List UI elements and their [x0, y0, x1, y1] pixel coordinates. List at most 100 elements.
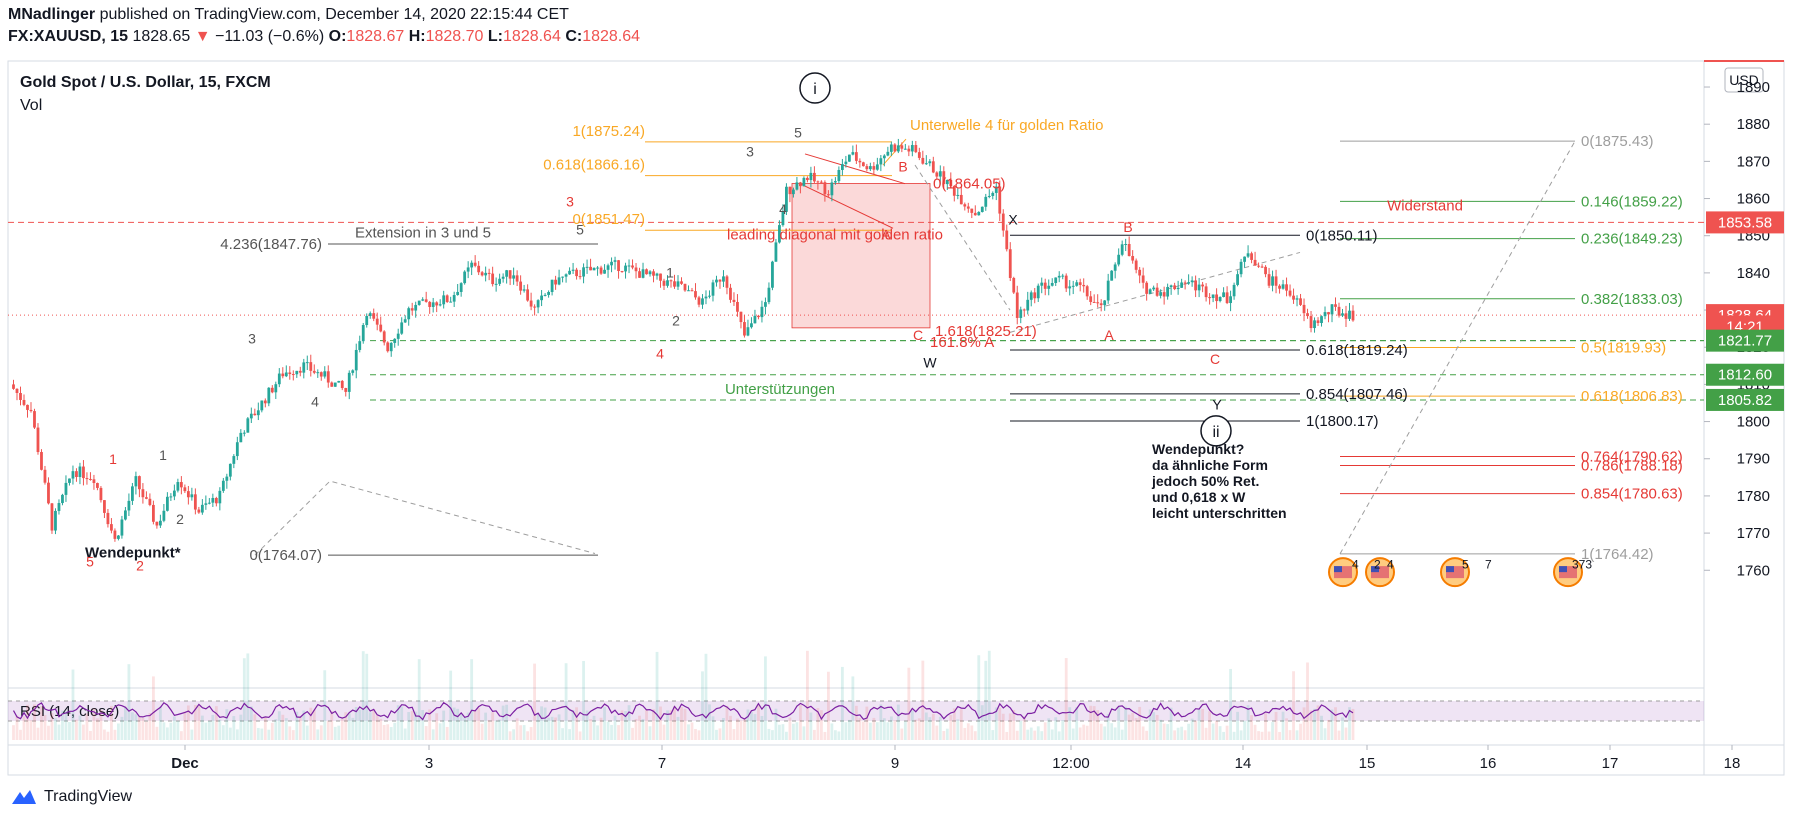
volume-bar: [858, 717, 862, 740]
volume-bar: [193, 704, 197, 740]
candle-body: [120, 519, 124, 536]
volume-bar: [1225, 725, 1229, 740]
wave-count-label: W: [923, 355, 937, 371]
volume-bar: [708, 704, 711, 740]
volume-bar: [652, 709, 655, 740]
extension-note: Extension in 3 und 5: [355, 225, 491, 242]
candle-body: [680, 281, 683, 284]
footer-brand[interactable]: TradingView: [44, 788, 133, 805]
candle-body: [914, 145, 918, 153]
volume-bar: [110, 705, 113, 740]
candle-body: [57, 503, 61, 511]
volume-bar: [875, 722, 879, 740]
candle-body: [840, 164, 844, 170]
candle-body: [1148, 289, 1152, 294]
currency-button[interactable]: [1724, 67, 1764, 93]
candle-body: [179, 482, 183, 488]
candle-body: [134, 476, 138, 487]
candle-body: [274, 384, 278, 393]
volume-bar: [669, 710, 673, 740]
volume-bar: [634, 718, 638, 740]
candle-body: [256, 410, 260, 416]
volume-bar: [431, 729, 435, 740]
volume-bar: [931, 713, 935, 740]
candle-body: [1026, 299, 1030, 311]
candle-body: [809, 172, 813, 181]
fib-mid-label: 0.618(1819.24): [1306, 342, 1408, 359]
volume-bar: [896, 704, 900, 740]
chart-frame: [7, 60, 1785, 776]
price-axis[interactable]: 1890188018701860185018401830182018101800…: [1704, 79, 1784, 579]
candle-body: [561, 276, 564, 278]
wendepunkt-note: Wendepunkt?: [1152, 441, 1244, 457]
volume-bar: [1208, 711, 1212, 740]
candle-body: [1197, 284, 1201, 291]
candle-body: [610, 261, 613, 266]
volume-bar: [921, 660, 925, 740]
volume-bar: [47, 725, 50, 740]
author-name[interactable]: MNadlinger: [8, 6, 96, 23]
candle-body: [267, 387, 271, 404]
candle-body: [907, 148, 911, 152]
candle-body: [1327, 312, 1330, 315]
candle-body: [903, 148, 907, 150]
volume-bar: [1204, 727, 1208, 740]
volume-bar: [449, 670, 453, 740]
volume-bar: [151, 676, 155, 740]
vol-label: Vol: [20, 97, 42, 114]
volume-bar: [1176, 727, 1180, 740]
open-value: 1828.67: [346, 28, 405, 45]
volume-bar: [1173, 730, 1177, 740]
candle-body: [148, 498, 152, 505]
volume-bar: [648, 726, 652, 740]
time-axis[interactable]: Dec 3 7 9 12:00 14 15 16 17 18: [171, 745, 1740, 772]
volume-bar: [480, 723, 484, 740]
candle-body: [1078, 282, 1082, 285]
volume-bar: [131, 712, 134, 740]
tradingview-logo-icon[interactable]: [10, 788, 38, 806]
volume-bar: [550, 716, 554, 740]
volume-bar: [113, 729, 117, 740]
candle-body: [708, 295, 711, 297]
candle-body: [1029, 292, 1033, 300]
fib-right-label: 0.764(1790.62): [1581, 448, 1683, 465]
time-tick-label: 9: [891, 755, 899, 772]
volume-bar: [1215, 720, 1219, 740]
volume-bar: [1103, 726, 1107, 740]
volume-bar: [396, 705, 400, 740]
volume-bar: [393, 722, 397, 740]
volume-bar: [515, 718, 519, 740]
candle-body: [442, 295, 446, 305]
candle-body: [819, 181, 823, 183]
candle-body: [711, 282, 715, 296]
candle-body: [861, 162, 865, 167]
candle-body: [1092, 301, 1096, 303]
wendepunkt-note: jedoch 50% Ret.: [1151, 473, 1259, 489]
candle-body: [1152, 287, 1156, 290]
candle-body: [701, 298, 704, 305]
volume-bar: [764, 656, 767, 740]
volume-bar: [1141, 726, 1145, 740]
volume-bar: [158, 706, 162, 740]
volume-bar: [190, 729, 194, 740]
candle-body: [326, 371, 330, 383]
volume-bar: [134, 714, 138, 740]
volume-bar: [1110, 723, 1114, 740]
candle-body: [1127, 243, 1131, 257]
volume-bar: [956, 719, 960, 740]
volume-bar: [50, 712, 54, 740]
volume-bar: [197, 706, 201, 740]
fib-right-label: 0(1875.43): [1581, 133, 1654, 150]
candle-body: [463, 271, 467, 284]
candle-body: [347, 372, 351, 392]
candle-body: [193, 494, 197, 510]
candle-body: [131, 486, 134, 501]
volume-bar: [1180, 726, 1184, 740]
volume-bar: [512, 729, 516, 740]
candle-body: [75, 471, 78, 477]
volume-bar: [214, 706, 218, 740]
volume-bar: [774, 708, 778, 740]
volume-bar: [19, 729, 22, 740]
candle-body: [1225, 292, 1229, 304]
